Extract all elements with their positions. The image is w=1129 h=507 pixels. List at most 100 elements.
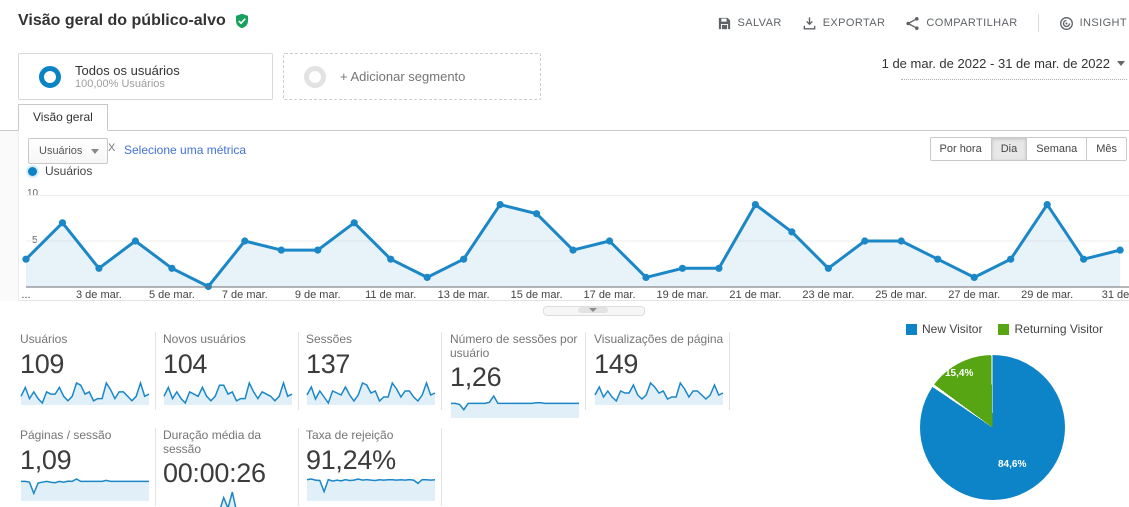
x-axis-tick: 23 de mar.: [802, 289, 855, 301]
vs-separator: X: [108, 142, 116, 154]
x-axis-tick: ...: [21, 289, 31, 301]
pie-legend-item-new-visitor: New Visitor: [906, 322, 982, 336]
x-axis-ticks: ... 3 de mar. 5 de mar. 7 de mar. 9 de mar. 1…: [0, 289, 1129, 302]
x-axis-tick: 3 de mar.: [76, 289, 122, 301]
granularity-semana[interactable]: Semana: [1026, 138, 1087, 160]
metric-card-p-ginas-sess-o: Páginas / sessão 1,09: [20, 428, 156, 506]
metric-label: Duração média da sessão: [163, 428, 262, 456]
x-axis-tick: 21 de mar.: [729, 289, 782, 301]
x-axis-tick: 17 de mar.: [583, 289, 636, 301]
visitor-type-pie-chart[interactable]: 84,6% 15,4%: [920, 355, 1065, 500]
chart-legend-label: Usuários: [45, 164, 93, 178]
metric-value: 00:00:26: [163, 458, 266, 488]
y-axis-tick-10: 10: [27, 188, 39, 199]
metric-value: 1,09: [20, 445, 72, 475]
export-label: EXPORTAR: [822, 17, 886, 29]
metric-sparkline: [451, 394, 579, 418]
insight-label: INSIGHT: [1079, 17, 1127, 29]
x-axis-tick: 15 de mar.: [510, 289, 563, 301]
visitor-type-block: New Visitor Returning Visitor 84,6% 15,4%: [880, 318, 1129, 507]
date-range-underline: [901, 79, 1127, 80]
legend-swatch-icon: [906, 323, 918, 335]
legend-label: Returning Visitor: [1014, 322, 1103, 336]
series-dot-icon: [28, 166, 37, 176]
metric-sparkline: [594, 381, 724, 405]
chart-panel: Usuários X Selecione uma métrica Por hor…: [0, 131, 1129, 316]
metric-value: 109: [20, 349, 65, 379]
chart-legend: Usuários: [28, 164, 92, 178]
x-axis-tick: 5 de mar.: [148, 289, 195, 301]
metric-label: Taxa de rejeição: [306, 428, 394, 442]
save-label: SALVAR: [737, 17, 782, 29]
date-range-label: 1 de mar. de 2022 - 31 de mar. de 2022: [881, 56, 1110, 71]
metric-label: Novos usuários: [163, 332, 246, 346]
x-axis-tick: 31 de...: [1101, 289, 1129, 301]
pie-slice-label-returning-visitor: 15,4%: [945, 368, 974, 379]
header-toolbar: SALVAR EXPORTAR COMPARTILHAR INSIGHT: [717, 14, 1128, 32]
floppy-save-icon: [718, 17, 730, 29]
tab-bar: Visão geral: [0, 104, 1129, 131]
segment-subtitle: 100,00% Usuários: [75, 77, 165, 90]
metric-dropdown[interactable]: Usuários: [28, 138, 109, 164]
metric-value: 149: [594, 349, 639, 379]
metric-label: Número de sessões por usuário: [450, 332, 578, 360]
metric-summary-cards: Usuários 109 Novos usuários 104 Sessões 137 Nú…: [0, 325, 770, 507]
metric-sparkline: [219, 491, 237, 507]
segment-all-users[interactable]: Todos os usuários 100,00% Usuários: [18, 53, 273, 100]
tab-overview[interactable]: Visão geral: [18, 104, 108, 131]
add-segment-button[interactable]: + Adicionar segmento: [283, 53, 541, 100]
download-icon: [803, 16, 816, 30]
granularity-toggle: Por hora Dia Semana Mês: [929, 137, 1127, 161]
metric-card-sess-es: Sessões 137: [306, 332, 442, 410]
timeline-scrollbar[interactable]: [543, 306, 645, 316]
segment-ring-icon: [39, 65, 61, 88]
metric-dropdown-value: Usuários: [39, 145, 83, 157]
insight-button[interactable]: INSIGHT: [1059, 16, 1127, 31]
x-axis-tick: 25 de mar.: [875, 289, 928, 301]
metric-card-taxa-de-rejei-o: Taxa de rejeição 91,24%: [306, 428, 442, 506]
share-label: COMPARTILHAR: [926, 17, 1018, 29]
granularity-mês[interactable]: Mês: [1086, 138, 1126, 160]
metric-value: 137: [306, 349, 351, 379]
metric-card-dura-o-m-dia-da-sess-o: Duração média da sessão 00:00:26: [163, 428, 299, 507]
add-segment-label: + Adicionar segmento: [340, 69, 466, 84]
metric-sparkline: [20, 380, 150, 405]
date-range-selector[interactable]: 1 de mar. de 2022 - 31 de mar. de 2022: [882, 56, 1125, 71]
granularity-por-hora[interactable]: Por hora: [930, 138, 991, 160]
pie-legend-item-returning-visitor: Returning Visitor: [998, 322, 1103, 336]
x-axis-tick: 27 de mar.: [948, 289, 1001, 301]
users-line-chart[interactable]: [22, 185, 1129, 291]
metric-label: Páginas / sessão: [20, 428, 112, 442]
metric-value: 91,24%: [306, 445, 396, 475]
share-icon: [906, 16, 919, 30]
x-axis-tick: 29 de mar.: [1021, 289, 1074, 301]
metric-label: Usuários: [20, 332, 68, 346]
x-axis-tick: 19 de mar.: [656, 289, 709, 301]
insight-icon: [1059, 16, 1073, 30]
granularity-dia[interactable]: Dia: [990, 138, 1027, 160]
metric-card-n-mero-de-sess-es-por-usu-rio: Número de sessões por usuário 1,26: [450, 332, 586, 418]
x-axis-tick: 13 de mar.: [437, 289, 490, 301]
select-metric-link[interactable]: Selecione uma métrica: [124, 143, 247, 157]
x-axis-tick: 7 de mar.: [221, 289, 268, 301]
share-button[interactable]: COMPARTILHAR: [905, 16, 1017, 31]
segment-title: Todos os usuários: [75, 62, 180, 78]
x-axis-tick: 9 de mar.: [294, 289, 341, 301]
page-title-text: Visão geral do público-alvo: [18, 12, 226, 29]
timeline-scrollbar-handle[interactable]: [578, 307, 608, 313]
metric-label: Visualizações de página: [594, 332, 724, 346]
chevron-down-icon: [91, 148, 100, 154]
segment-ring-icon: [304, 65, 326, 88]
toolbar-divider: [1037, 14, 1039, 32]
verified-shield-icon: [235, 13, 248, 29]
metric-sparkline: [306, 380, 436, 405]
save-button[interactable]: SALVAR: [717, 16, 782, 31]
metric-sparkline: [306, 478, 436, 501]
export-button[interactable]: EXPORTAR: [802, 16, 886, 31]
pie-legend: New Visitor Returning Visitor: [880, 322, 1129, 336]
metric-card-visualiza-es-de-p-gina: Visualizações de página 149: [594, 332, 730, 410]
x-axis-tick: 11 de mar.: [365, 289, 417, 301]
metric-card-novos-usu-rios: Novos usuários 104: [163, 332, 299, 410]
page-title: Visão geral do público-alvo: [18, 12, 250, 30]
